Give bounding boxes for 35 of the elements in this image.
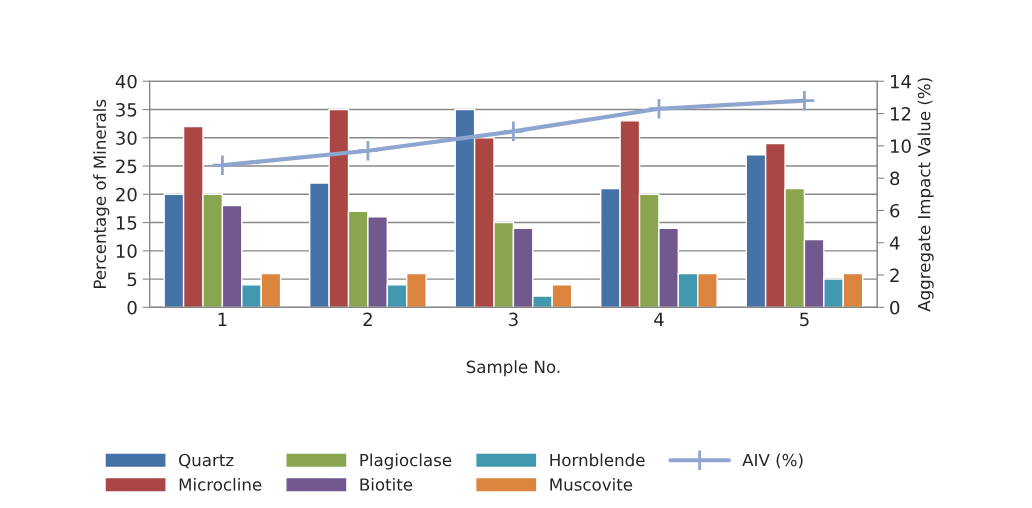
- y2-axis-title: Aggregate Impact Value (%): [917, 78, 934, 312]
- x-tick-label: 5: [800, 312, 809, 327]
- y-tick-label: 30: [116, 131, 137, 145]
- y2-tick-label: 2: [890, 268, 899, 282]
- y2-tick-label: 6: [890, 203, 900, 218]
- y-tick-label: 40: [115, 74, 137, 89]
- point: [211, 154, 234, 177]
- point: [356, 139, 380, 162]
- point: [502, 120, 525, 143]
- legend-label: AIV (%): [742, 453, 803, 469]
- y2-tick-label: 14: [890, 74, 911, 89]
- y-tick-label: 15: [116, 216, 137, 230]
- x-tick-label: 3: [509, 312, 518, 327]
- legend-label: Muscovite: [550, 477, 633, 491]
- legend-label: Plagioclase: [360, 453, 452, 470]
- y2-tick-label: 10: [890, 139, 911, 153]
- y-tick-label: 5: [127, 272, 137, 287]
- legend-label: Biotite: [360, 477, 413, 491]
- x-axis-title: Sample No.: [466, 360, 560, 377]
- y-tick-label: 20: [116, 187, 137, 202]
- y-tick-label: 25: [116, 159, 137, 174]
- y-axis-title: Percentage of Minerals: [93, 99, 110, 288]
- y-tick-label: 0: [127, 300, 137, 315]
- y-tick-label: 35: [116, 103, 137, 117]
- legend-label: Microcline: [179, 477, 262, 491]
- legend-label: Hornblende: [550, 453, 645, 467]
- x-tick-label: 4: [654, 312, 664, 326]
- y2-tick-label: 12: [890, 107, 911, 121]
- x-tick-label: 1: [218, 312, 227, 326]
- y2-tick-label: 0: [890, 300, 900, 315]
- x-tick-label: 2: [363, 312, 372, 326]
- y2-tick-label: 8: [890, 171, 900, 186]
- y-tick-label: 10: [116, 244, 137, 258]
- legend-label: Quartz: [179, 453, 234, 469]
- y2-tick-label: 4: [889, 236, 900, 250]
